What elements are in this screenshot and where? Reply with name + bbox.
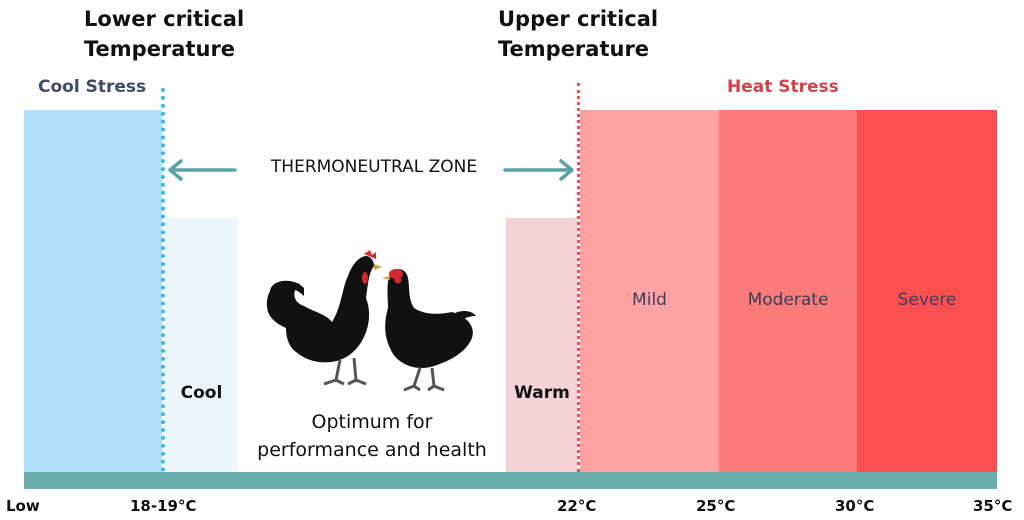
- warm-label: Warm: [514, 383, 570, 403]
- axis-label-25c: 25°C: [696, 497, 736, 515]
- upper-critical-line: [577, 83, 580, 472]
- arrow-right-head: [559, 159, 574, 181]
- lower-critical-line1: Lower critical: [84, 7, 245, 31]
- moderate-label: Moderate: [747, 290, 829, 310]
- arrow-left-head: [168, 159, 183, 181]
- cool-band: [165, 218, 238, 472]
- mild-band: [580, 110, 719, 472]
- mild-label: Mild: [632, 290, 667, 310]
- heat-stress-title: Heat Stress: [727, 77, 839, 97]
- upper-critical-line2: Temperature: [498, 37, 650, 61]
- chickens-illustration: [266, 250, 476, 392]
- axis-label-35c: 35°C: [973, 497, 1013, 515]
- hen-icon: [382, 269, 476, 392]
- lower-critical-line: [161, 88, 165, 472]
- thermoneutral-label: THERMONEUTRAL ZONE: [270, 157, 478, 177]
- axis-label-22c: 22°C: [557, 497, 597, 515]
- lower-critical-line2: Temperature: [84, 37, 236, 61]
- cool-label: Cool: [180, 383, 223, 403]
- axis-label-30c: 30°C: [835, 497, 875, 515]
- optimum-line2: performance and health: [257, 439, 487, 461]
- temperature-axis-bar: [24, 472, 997, 489]
- rooster-icon: [266, 250, 382, 386]
- upper-critical-heading: Upper critical Temperature: [498, 4, 658, 64]
- warm-band: [506, 218, 578, 472]
- optimum-line1: Optimum for: [311, 411, 433, 433]
- optimum-text: Optimum for performance and health: [238, 408, 506, 464]
- severe-band: [857, 110, 997, 472]
- upper-critical-line1: Upper critical: [498, 7, 659, 31]
- axis-label-18-19c: 18-19°C: [130, 497, 197, 515]
- thermoneutral-arrow: [168, 159, 574, 181]
- cool-stress-band: [24, 110, 162, 472]
- moderate-band: [719, 110, 857, 472]
- axis-label-low: Low: [6, 497, 40, 515]
- severe-label: Severe: [897, 290, 957, 310]
- lower-critical-heading: Lower critical Temperature: [84, 4, 244, 64]
- cool-stress-title: Cool Stress: [38, 77, 147, 97]
